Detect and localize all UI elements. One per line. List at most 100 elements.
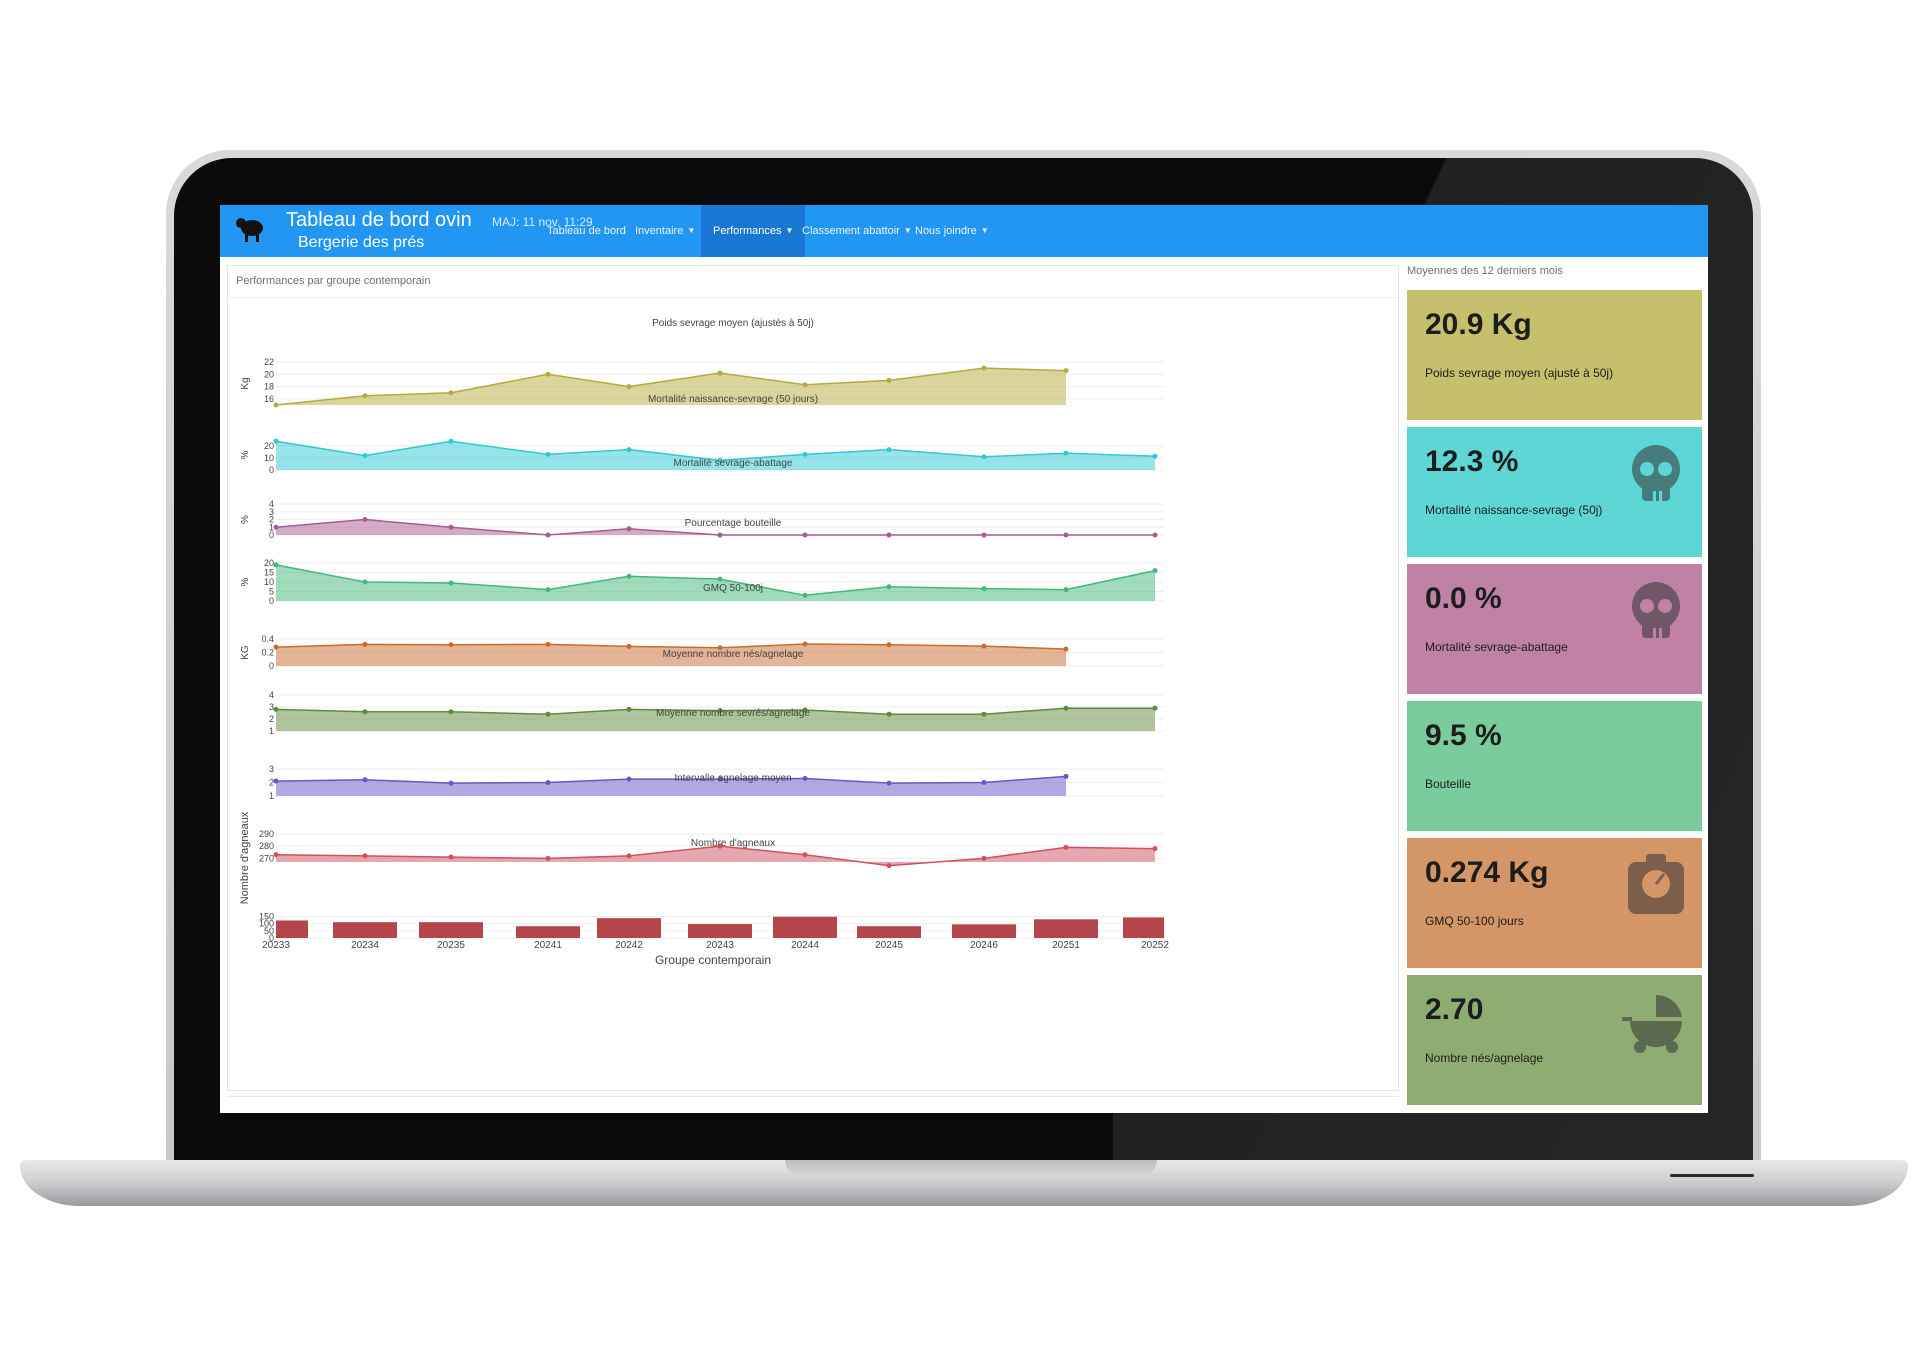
data-point[interactable] (886, 863, 892, 869)
data-point[interactable] (273, 438, 279, 444)
data-point[interactable] (273, 644, 279, 650)
data-point[interactable] (273, 402, 279, 408)
data-point[interactable] (1063, 368, 1069, 374)
data-point[interactable] (545, 641, 551, 647)
data-point[interactable] (626, 573, 632, 579)
data-point[interactable] (448, 524, 454, 530)
data-point[interactable] (362, 709, 368, 715)
data-point[interactable] (981, 454, 987, 460)
nav-item-classement-abattoir[interactable]: Classement abattoir ▼ (790, 205, 924, 257)
data-point[interactable] (717, 457, 723, 463)
data-point[interactable] (362, 777, 368, 783)
data-point[interactable] (448, 709, 454, 715)
data-point[interactable] (545, 780, 551, 785)
data-point[interactable] (981, 586, 987, 592)
bar[interactable] (1034, 919, 1098, 938)
data-point[interactable] (1063, 646, 1069, 652)
data-point[interactable] (626, 447, 632, 453)
data-point[interactable] (545, 371, 551, 377)
bar[interactable] (1123, 917, 1164, 938)
data-point[interactable] (545, 587, 551, 593)
data-point[interactable] (273, 524, 279, 530)
data-point[interactable] (362, 453, 368, 459)
data-point[interactable] (1152, 453, 1158, 459)
data-point[interactable] (545, 532, 551, 538)
bar[interactable] (419, 922, 483, 938)
data-point[interactable] (448, 438, 454, 444)
data-point[interactable] (1063, 844, 1069, 850)
data-point[interactable] (717, 645, 723, 651)
data-point[interactable] (981, 855, 987, 861)
data-point[interactable] (1152, 568, 1158, 574)
data-point[interactable] (1152, 705, 1158, 711)
data-point[interactable] (802, 641, 808, 647)
data-point[interactable] (802, 532, 808, 538)
data-point[interactable] (448, 580, 454, 586)
data-point[interactable] (1152, 532, 1158, 538)
data-point[interactable] (981, 643, 987, 649)
app-title[interactable]: Tableau de bord ovin (286, 209, 472, 231)
data-point[interactable] (886, 447, 892, 453)
data-point[interactable] (802, 775, 808, 781)
data-point[interactable] (717, 370, 723, 376)
data-point[interactable] (1063, 532, 1069, 538)
data-point[interactable] (1063, 773, 1069, 779)
data-point[interactable] (717, 776, 723, 782)
data-point[interactable] (362, 393, 368, 399)
data-point[interactable] (626, 384, 632, 390)
data-point[interactable] (626, 706, 632, 712)
data-point[interactable] (886, 377, 892, 383)
nav-item-inventaire[interactable]: Inventaire ▼ (623, 205, 707, 257)
data-point[interactable] (448, 780, 454, 786)
data-point[interactable] (886, 532, 892, 538)
data-point[interactable] (545, 855, 551, 861)
bar[interactable] (333, 922, 397, 938)
sheep-logo-icon[interactable] (234, 211, 268, 245)
nav-item-nous-joindre[interactable]: Nous joindre ▼ (903, 205, 1001, 257)
data-point[interactable] (273, 852, 279, 858)
data-point[interactable] (626, 776, 632, 782)
data-point[interactable] (362, 853, 368, 859)
data-point[interactable] (626, 643, 632, 649)
data-point[interactable] (362, 517, 368, 522)
data-point[interactable] (717, 532, 723, 538)
data-point[interactable] (1063, 450, 1069, 456)
bar[interactable] (952, 924, 1016, 938)
data-point[interactable] (448, 854, 454, 860)
data-point[interactable] (802, 451, 808, 457)
data-point[interactable] (626, 853, 632, 859)
data-point[interactable] (362, 579, 368, 585)
data-point[interactable] (802, 382, 808, 388)
data-point[interactable] (886, 642, 892, 648)
data-point[interactable] (981, 780, 987, 785)
data-point[interactable] (802, 707, 808, 713)
data-point[interactable] (1152, 846, 1158, 852)
data-point[interactable] (273, 706, 279, 712)
bar[interactable] (857, 926, 921, 938)
data-point[interactable] (981, 711, 987, 717)
data-point[interactable] (545, 451, 551, 457)
data-point[interactable] (717, 843, 723, 849)
bar[interactable] (276, 920, 308, 938)
data-point[interactable] (802, 592, 808, 598)
nav-item-performances[interactable]: Performances ▼ (701, 205, 806, 257)
data-point[interactable] (981, 532, 987, 538)
data-point[interactable] (273, 778, 279, 784)
data-point[interactable] (362, 641, 368, 647)
data-point[interactable] (448, 390, 454, 396)
data-point[interactable] (273, 562, 279, 568)
data-point[interactable] (1063, 587, 1069, 593)
bar[interactable] (688, 924, 752, 938)
nav-item-tableau-de-bord[interactable]: Tableau de bord (535, 205, 638, 257)
data-point[interactable] (717, 708, 723, 714)
data-point[interactable] (626, 526, 632, 532)
bar[interactable] (597, 918, 661, 938)
data-point[interactable] (886, 584, 892, 590)
data-point[interactable] (717, 576, 723, 582)
bar[interactable] (516, 926, 580, 938)
data-point[interactable] (886, 780, 892, 786)
data-point[interactable] (802, 852, 808, 858)
data-point[interactable] (545, 711, 551, 717)
data-point[interactable] (981, 365, 987, 371)
bar[interactable] (773, 916, 837, 938)
